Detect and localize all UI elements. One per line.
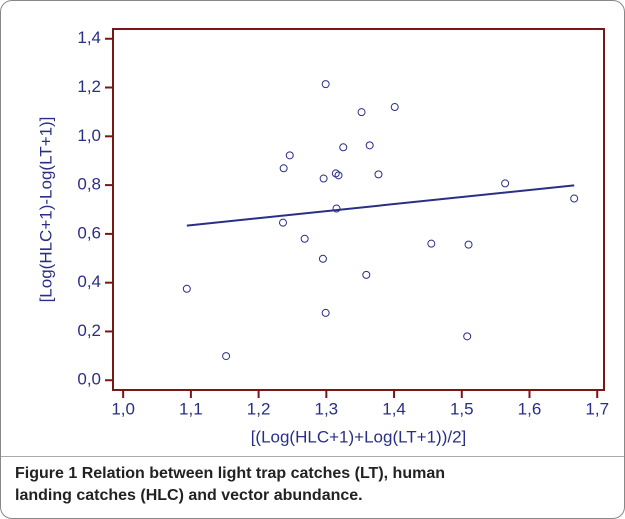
y-tick-label: 0,2 bbox=[77, 321, 101, 340]
y-tick-label: 0,4 bbox=[77, 272, 101, 291]
x-tick-label: 1,0 bbox=[111, 399, 135, 418]
point bbox=[501, 179, 510, 188]
x-tick-label: 1,4 bbox=[382, 399, 406, 418]
point bbox=[334, 171, 343, 180]
x-tick-label: 1,6 bbox=[518, 399, 542, 418]
caption-text: Relation between light trap catches (LT)… bbox=[15, 465, 445, 504]
y-tick-label: 0,0 bbox=[77, 370, 101, 389]
point bbox=[374, 170, 383, 179]
point bbox=[332, 204, 341, 213]
point bbox=[339, 143, 348, 152]
fit-line bbox=[186, 184, 575, 227]
point bbox=[279, 164, 288, 173]
y-tick-label: 0,6 bbox=[77, 223, 101, 242]
point bbox=[357, 108, 366, 117]
point bbox=[321, 308, 330, 317]
point bbox=[390, 103, 399, 112]
point bbox=[362, 270, 371, 279]
plot-frame bbox=[112, 28, 605, 391]
x-axis-label: [(Log(HLC+1)+Log(LT+1))/2] bbox=[251, 427, 467, 446]
caption-label: Figure 1 bbox=[15, 465, 78, 482]
point bbox=[427, 239, 436, 248]
point bbox=[331, 169, 340, 178]
point bbox=[222, 352, 231, 361]
y-tick-label: 0,8 bbox=[77, 175, 101, 194]
point bbox=[318, 254, 327, 263]
x-tick-label: 1,2 bbox=[247, 399, 271, 418]
point bbox=[321, 80, 330, 89]
point bbox=[182, 284, 191, 293]
x-tick-label: 1,3 bbox=[315, 399, 339, 418]
point bbox=[278, 218, 287, 227]
y-axis-label: [Log(HLC+1)-Log(LT+1)] bbox=[36, 117, 55, 303]
point bbox=[464, 240, 473, 249]
y-tick-label: 1,4 bbox=[77, 28, 101, 47]
y-tick-label: 1,0 bbox=[77, 126, 101, 145]
point bbox=[365, 141, 374, 150]
point bbox=[463, 332, 472, 341]
separator bbox=[1, 456, 624, 457]
chart: 0,0 0,2 0,4 0,6 0,8 1,0 1,2 1,4 1,0 1,1 1,2 1,3 1,4 1… bbox=[36, 28, 609, 446]
caption: Figure 1 Relation between light trap cat… bbox=[15, 463, 485, 507]
point bbox=[570, 194, 579, 203]
x-tick-label: 1,1 bbox=[179, 399, 203, 418]
point bbox=[285, 151, 294, 160]
x-tick-label: 1,5 bbox=[450, 399, 474, 418]
y-tick-label: 1,2 bbox=[77, 77, 101, 96]
x-tick-label: 1,7 bbox=[585, 399, 609, 418]
point bbox=[319, 174, 328, 183]
point bbox=[300, 234, 309, 243]
